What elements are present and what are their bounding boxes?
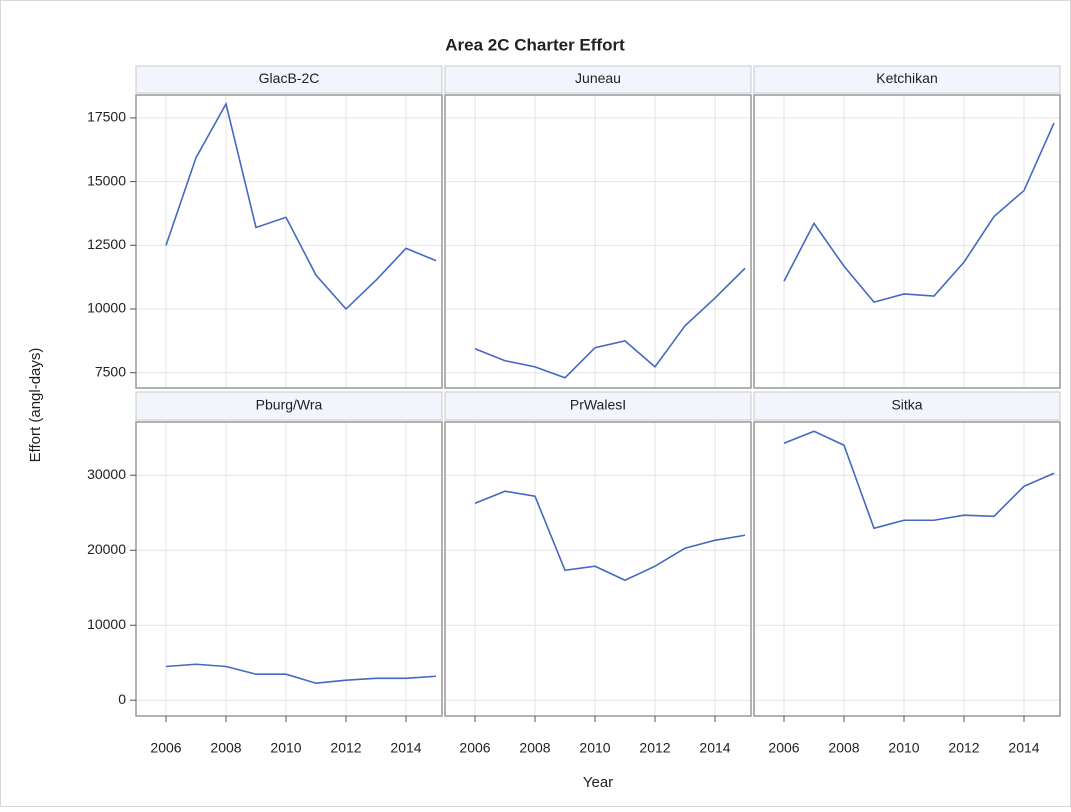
- x-tick-label: 2012: [639, 740, 670, 756]
- x-tick-label: 2014: [1008, 740, 1039, 756]
- panel-frame: [444, 94, 752, 389]
- panel-title: Pburg/Wra: [256, 397, 323, 413]
- panel-header: [444, 391, 752, 421]
- x-tick-label: 2006: [768, 740, 799, 756]
- y-tick-label: 10000: [87, 616, 126, 632]
- line: [474, 490, 746, 582]
- y-tick-label: 15000: [87, 172, 126, 188]
- panel-title: GlacB-2C: [259, 70, 320, 86]
- panel-header: [753, 391, 1061, 421]
- panel-frame: [135, 94, 443, 389]
- panel-header: [135, 65, 443, 94]
- line: [783, 430, 1055, 530]
- panel-title: Sitka: [891, 397, 922, 413]
- x-tick-label: 2008: [210, 740, 241, 756]
- x-tick-label: 2010: [579, 740, 610, 756]
- panel-title: Ketchikan: [876, 70, 937, 86]
- x-tick-label: 2012: [948, 740, 979, 756]
- x-tick-label: 2006: [459, 740, 490, 756]
- y-tick-label: 12500: [87, 236, 126, 252]
- panel-title: PrWalesI: [570, 397, 626, 413]
- x-tick-label: 2008: [828, 740, 859, 756]
- x-tick-label: 2010: [270, 740, 301, 756]
- y-tick-label: 17500: [87, 109, 126, 125]
- panel-title: Juneau: [575, 70, 621, 86]
- line: [783, 122, 1055, 304]
- x-tick-label: 2008: [519, 740, 550, 756]
- line: [165, 101, 437, 311]
- chart-title: Area 2C Charter Effort: [445, 35, 625, 54]
- x-tick-label: 2006: [150, 740, 181, 756]
- line: [165, 663, 437, 685]
- panel-frame: [135, 421, 443, 717]
- x-tick-label: 2014: [390, 740, 421, 756]
- panel-frame: [444, 421, 752, 717]
- panel-header: [444, 65, 752, 94]
- y-tick-label: 20000: [87, 541, 126, 557]
- x-tick-label: 2012: [330, 740, 361, 756]
- panel-frame: [753, 94, 1061, 389]
- y-tick-label: 10000: [87, 300, 126, 316]
- panel-frame: [753, 421, 1061, 717]
- x-tick-label: 2010: [888, 740, 919, 756]
- x-tick-label: 2014: [699, 740, 730, 756]
- y-tick-label: 7500: [95, 363, 126, 379]
- panel-header: [753, 65, 1061, 94]
- y-tick-label: 30000: [87, 466, 126, 482]
- y-axis-label: Effort (angl-days): [27, 348, 44, 463]
- panel-header: [135, 391, 443, 421]
- line: [474, 267, 746, 379]
- y-tick-label: 0: [118, 691, 126, 707]
- x-axis-label: Year: [583, 774, 613, 791]
